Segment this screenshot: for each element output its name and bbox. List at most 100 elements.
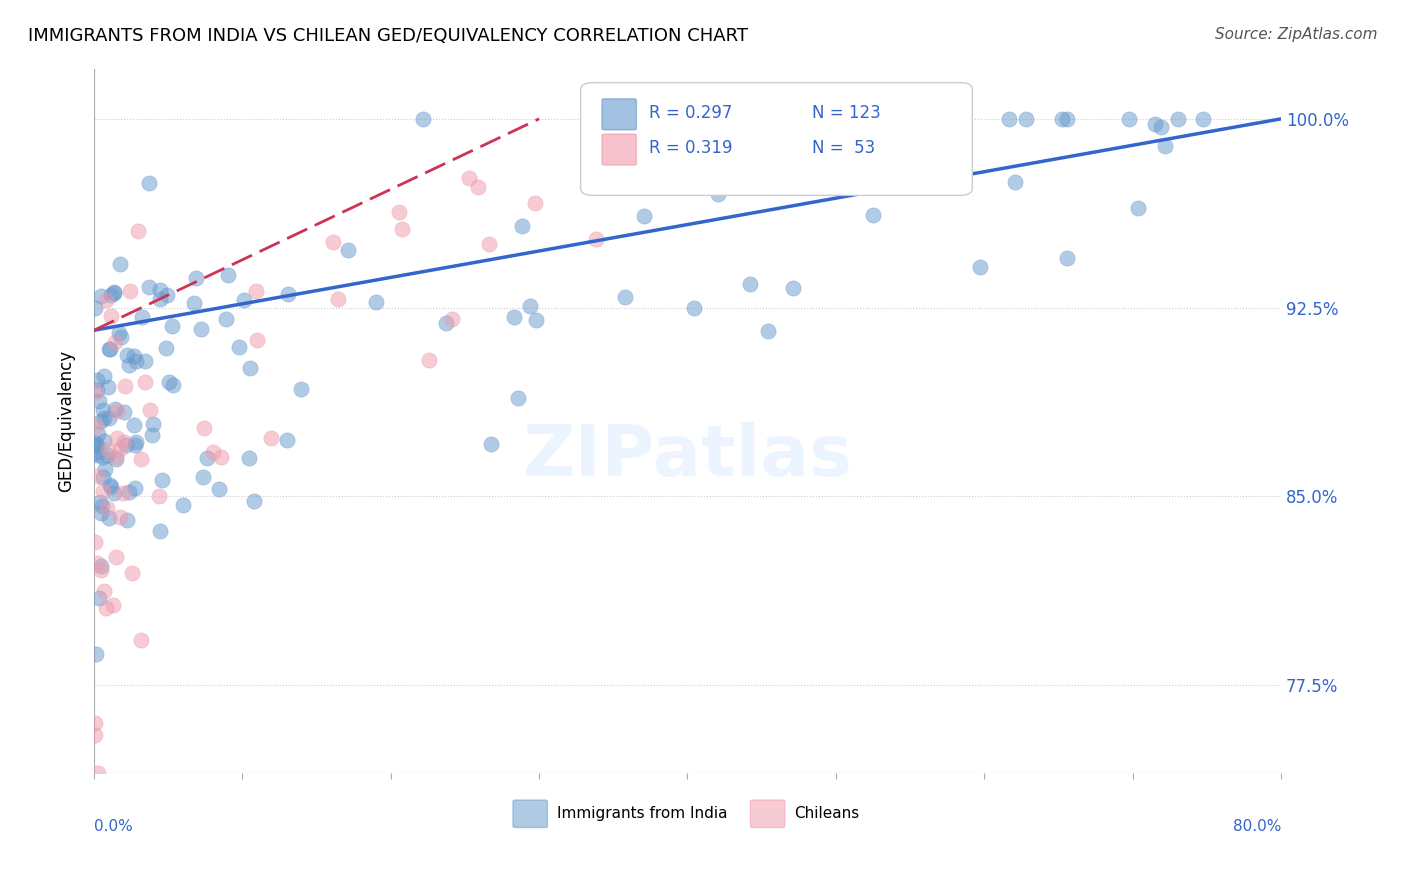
Immigrants from India bbox=[86, 438, 108, 452]
Immigrants from India bbox=[1150, 120, 1173, 134]
Immigrants from India bbox=[969, 260, 991, 274]
Immigrants from India bbox=[183, 296, 205, 310]
Immigrants from India bbox=[100, 287, 122, 301]
Chileans bbox=[418, 352, 440, 367]
Text: R = 0.319: R = 0.319 bbox=[650, 139, 733, 157]
Chileans bbox=[127, 224, 149, 238]
Immigrants from India bbox=[277, 287, 299, 301]
Chileans bbox=[246, 333, 269, 347]
Immigrants from India bbox=[98, 511, 121, 525]
Chileans bbox=[478, 236, 501, 251]
Chileans bbox=[467, 179, 489, 194]
Immigrants from India bbox=[866, 112, 889, 126]
Immigrants from India bbox=[1056, 251, 1078, 265]
Immigrants from India bbox=[208, 482, 231, 496]
Immigrants from India bbox=[186, 271, 208, 285]
Chileans bbox=[260, 431, 283, 445]
Immigrants from India bbox=[108, 257, 131, 271]
Immigrants from India bbox=[100, 480, 122, 494]
Immigrants from India bbox=[115, 438, 138, 452]
Chileans bbox=[457, 170, 479, 185]
Chileans bbox=[118, 284, 141, 298]
Chileans bbox=[108, 509, 131, 524]
Immigrants from India bbox=[91, 402, 114, 417]
Immigrants from India bbox=[134, 354, 156, 368]
Immigrants from India bbox=[479, 437, 502, 451]
Immigrants from India bbox=[104, 401, 127, 416]
Chileans bbox=[105, 431, 128, 445]
Chileans bbox=[84, 534, 107, 549]
Immigrants from India bbox=[215, 312, 238, 326]
Immigrants from India bbox=[93, 369, 115, 384]
Text: N =  53: N = 53 bbox=[813, 139, 876, 157]
Immigrants from India bbox=[862, 207, 884, 221]
FancyBboxPatch shape bbox=[602, 99, 637, 130]
Text: 0.0%: 0.0% bbox=[94, 819, 132, 833]
Immigrants from India bbox=[97, 380, 120, 394]
Immigrants from India bbox=[84, 647, 107, 661]
Immigrants from India bbox=[93, 462, 115, 476]
Immigrants from India bbox=[506, 391, 529, 405]
Immigrants from India bbox=[87, 427, 110, 442]
Chileans bbox=[129, 452, 152, 467]
Chileans bbox=[581, 112, 603, 126]
Immigrants from India bbox=[98, 343, 121, 357]
Immigrants from India bbox=[104, 451, 127, 466]
Immigrants from India bbox=[162, 378, 184, 392]
Text: Immigrants from India: Immigrants from India bbox=[557, 805, 727, 821]
Chileans bbox=[97, 442, 120, 457]
Immigrants from India bbox=[524, 313, 547, 327]
Immigrants from India bbox=[87, 393, 110, 408]
Immigrants from India bbox=[233, 293, 256, 307]
Immigrants from India bbox=[93, 411, 115, 425]
Immigrants from India bbox=[1167, 112, 1189, 126]
Immigrants from India bbox=[197, 451, 219, 466]
Immigrants from India bbox=[103, 286, 125, 301]
Immigrants from India bbox=[138, 176, 160, 190]
Immigrants from India bbox=[157, 375, 180, 389]
Chileans bbox=[111, 486, 134, 500]
Immigrants from India bbox=[1015, 112, 1038, 126]
Immigrants from India bbox=[103, 285, 125, 299]
Text: R = 0.297: R = 0.297 bbox=[650, 103, 733, 122]
Immigrants from India bbox=[112, 405, 135, 419]
Chileans bbox=[193, 421, 215, 435]
Immigrants from India bbox=[97, 410, 120, 425]
Immigrants from India bbox=[84, 436, 107, 450]
Immigrants from India bbox=[998, 112, 1021, 126]
Chileans bbox=[139, 403, 162, 417]
Immigrants from India bbox=[86, 383, 108, 397]
Immigrants from India bbox=[1154, 139, 1177, 153]
Immigrants from India bbox=[149, 292, 172, 306]
Immigrants from India bbox=[364, 294, 387, 309]
Immigrants from India bbox=[434, 316, 457, 330]
Text: ZIPatlas: ZIPatlas bbox=[523, 422, 852, 491]
Chileans bbox=[440, 312, 463, 326]
Immigrants from India bbox=[124, 434, 146, 449]
Immigrants from India bbox=[149, 283, 172, 297]
Immigrants from India bbox=[633, 209, 655, 223]
Immigrants from India bbox=[141, 417, 163, 431]
Immigrants from India bbox=[503, 310, 526, 324]
FancyBboxPatch shape bbox=[751, 800, 785, 828]
Immigrants from India bbox=[125, 354, 148, 368]
Immigrants from India bbox=[706, 186, 728, 201]
Chileans bbox=[524, 195, 547, 210]
Chileans bbox=[148, 489, 170, 503]
Immigrants from India bbox=[155, 341, 177, 355]
Immigrants from India bbox=[96, 448, 118, 462]
Chileans bbox=[322, 235, 344, 249]
Immigrants from India bbox=[412, 112, 434, 126]
Immigrants from India bbox=[865, 159, 887, 173]
Chileans bbox=[96, 500, 118, 515]
Immigrants from India bbox=[118, 358, 141, 372]
FancyBboxPatch shape bbox=[513, 800, 547, 828]
Immigrants from India bbox=[156, 288, 179, 302]
Immigrants from India bbox=[950, 172, 973, 186]
Immigrants from India bbox=[103, 486, 125, 500]
Immigrants from India bbox=[238, 450, 260, 465]
Immigrants from India bbox=[239, 361, 262, 376]
Immigrants from India bbox=[84, 439, 107, 453]
Chileans bbox=[110, 442, 132, 456]
Immigrants from India bbox=[89, 591, 111, 605]
